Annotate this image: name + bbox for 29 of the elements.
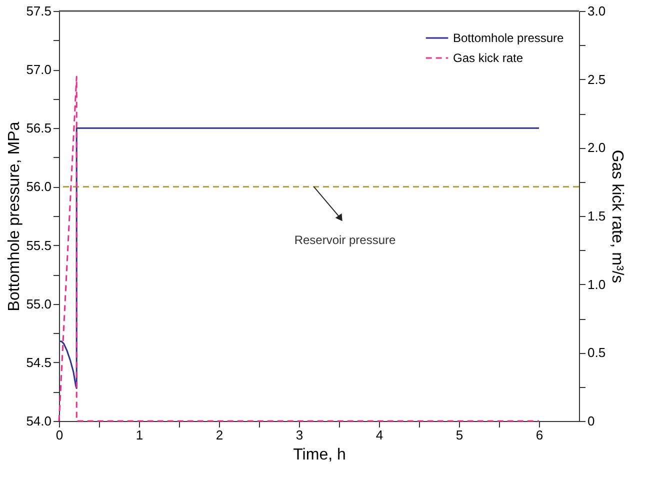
line-series — [58, 127, 540, 389]
legend-label: Gas kick rate — [453, 51, 524, 65]
x-tick-label: 1 — [136, 428, 144, 442]
y2-tick-label: 2.5 — [588, 72, 606, 87]
x-axis-title: Time, h — [293, 446, 346, 464]
y-tick-label: 55.0 — [26, 296, 52, 312]
y2-tick-label: 1.5 — [588, 208, 606, 224]
x-tick-label: 0 — [56, 428, 64, 442]
y-tick-label: 57.0 — [26, 62, 52, 78]
y-axis-title: Bottomhole pressure, MPa — [6, 122, 24, 312]
y2-tick-label: 1.0 — [588, 276, 606, 292]
y2-tick-label: 3.0 — [588, 4, 606, 18]
x-tick-label: 2 — [216, 428, 224, 442]
y2-tick-label: 0 — [588, 414, 595, 428]
y2-tick-label: 2.0 — [588, 140, 606, 156]
y-tick-label: 57.5 — [26, 4, 52, 18]
y-tick-label: 56.0 — [26, 179, 52, 194]
y-tick-label: 54.5 — [26, 354, 52, 370]
y-tick-label: 54.0 — [26, 414, 52, 428]
y-tick-label: 55.5 — [26, 238, 52, 253]
x-tick-label: 4 — [376, 428, 384, 442]
y2-axis-title: Gas kick rate, m³/s — [608, 150, 626, 284]
x-tick-label: 6 — [536, 428, 544, 442]
y-tick-label: 56.5 — [26, 120, 52, 136]
x-tick-label: 5 — [456, 428, 464, 442]
legend-label: Bottomhole pressure — [453, 31, 564, 45]
x-tick-label: 3 — [296, 428, 304, 442]
y2-tick-label: 0.5 — [588, 345, 606, 360]
ref-line-label: Reservoir pressure — [294, 233, 396, 248]
